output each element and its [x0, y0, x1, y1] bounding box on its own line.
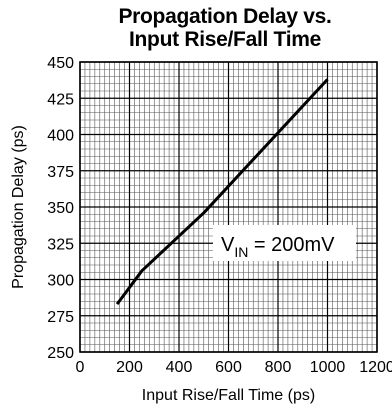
y-tick-label: 425 [47, 91, 74, 108]
x-tick-label: 600 [215, 359, 242, 376]
y-tick-label: 325 [47, 236, 74, 253]
y-tick-label: 350 [47, 200, 74, 217]
chart-title-line1: Propagation Delay vs. [118, 5, 332, 28]
x-tick-label: 1200 [359, 359, 392, 376]
y-tick-label: 450 [47, 55, 74, 72]
chart-title-line2: Input Rise/Fall Time [129, 28, 321, 51]
y-tick-label: 300 [47, 273, 74, 290]
y-tick-label: 275 [47, 309, 74, 326]
y-tick-label: 400 [47, 128, 74, 145]
x-tick-label: 800 [265, 359, 292, 376]
annotation-background [213, 225, 356, 261]
annotation-label: VIN = 200mV [221, 234, 335, 260]
x-tick-label: 0 [76, 359, 85, 376]
x-tick-label: 200 [116, 359, 143, 376]
x-axis-label: Input Rise/Fall Time (ps) [142, 387, 315, 404]
plot-frame [79, 61, 378, 353]
x-tick-label: 400 [166, 359, 193, 376]
y-tick-label: 375 [47, 164, 74, 181]
y-axis-label: Propagation Delay (ps) [10, 125, 27, 289]
y-tick-label: 250 [47, 345, 74, 362]
series-line [115, 78, 329, 305]
x-tick-label: 1000 [310, 359, 346, 376]
